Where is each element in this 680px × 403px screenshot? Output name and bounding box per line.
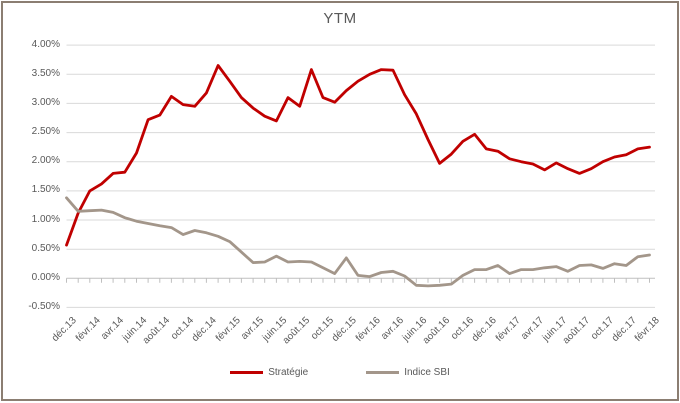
y-axis-tick-label: 1.00% (31, 213, 60, 225)
y-axis-tick-label: 3.00% (31, 96, 60, 108)
legend-item-indice-sbi: Indice SBI (366, 367, 450, 378)
y-axis-tick-label: 2.00% (31, 155, 60, 167)
y-axis-tick-label: 2.50% (31, 126, 60, 138)
series-line-strategie (65, 64, 651, 247)
y-axis-tick-label: -0.50% (28, 300, 60, 312)
legend: Stratégie Indice SBI (0, 367, 680, 378)
y-axis-tick-label: 4.00% (31, 38, 60, 50)
series-line-indice-sbi (65, 196, 651, 288)
indice-sbi-line-swatch (366, 371, 400, 374)
y-axis-tick-label: 0.00% (31, 271, 60, 283)
y-axis-tick-label: 1.50% (31, 184, 60, 196)
y-axis-tick-label: 0.50% (31, 242, 60, 254)
legend-label-indice-sbi: Indice SBI (404, 367, 450, 378)
legend-item-strategie: Stratégie (230, 367, 308, 378)
legend-label-strategie: Stratégie (268, 367, 309, 378)
chart-title: YTM (323, 10, 357, 27)
y-axis-tick-label: 3.50% (31, 67, 60, 79)
strategie-line-swatch (230, 371, 264, 374)
